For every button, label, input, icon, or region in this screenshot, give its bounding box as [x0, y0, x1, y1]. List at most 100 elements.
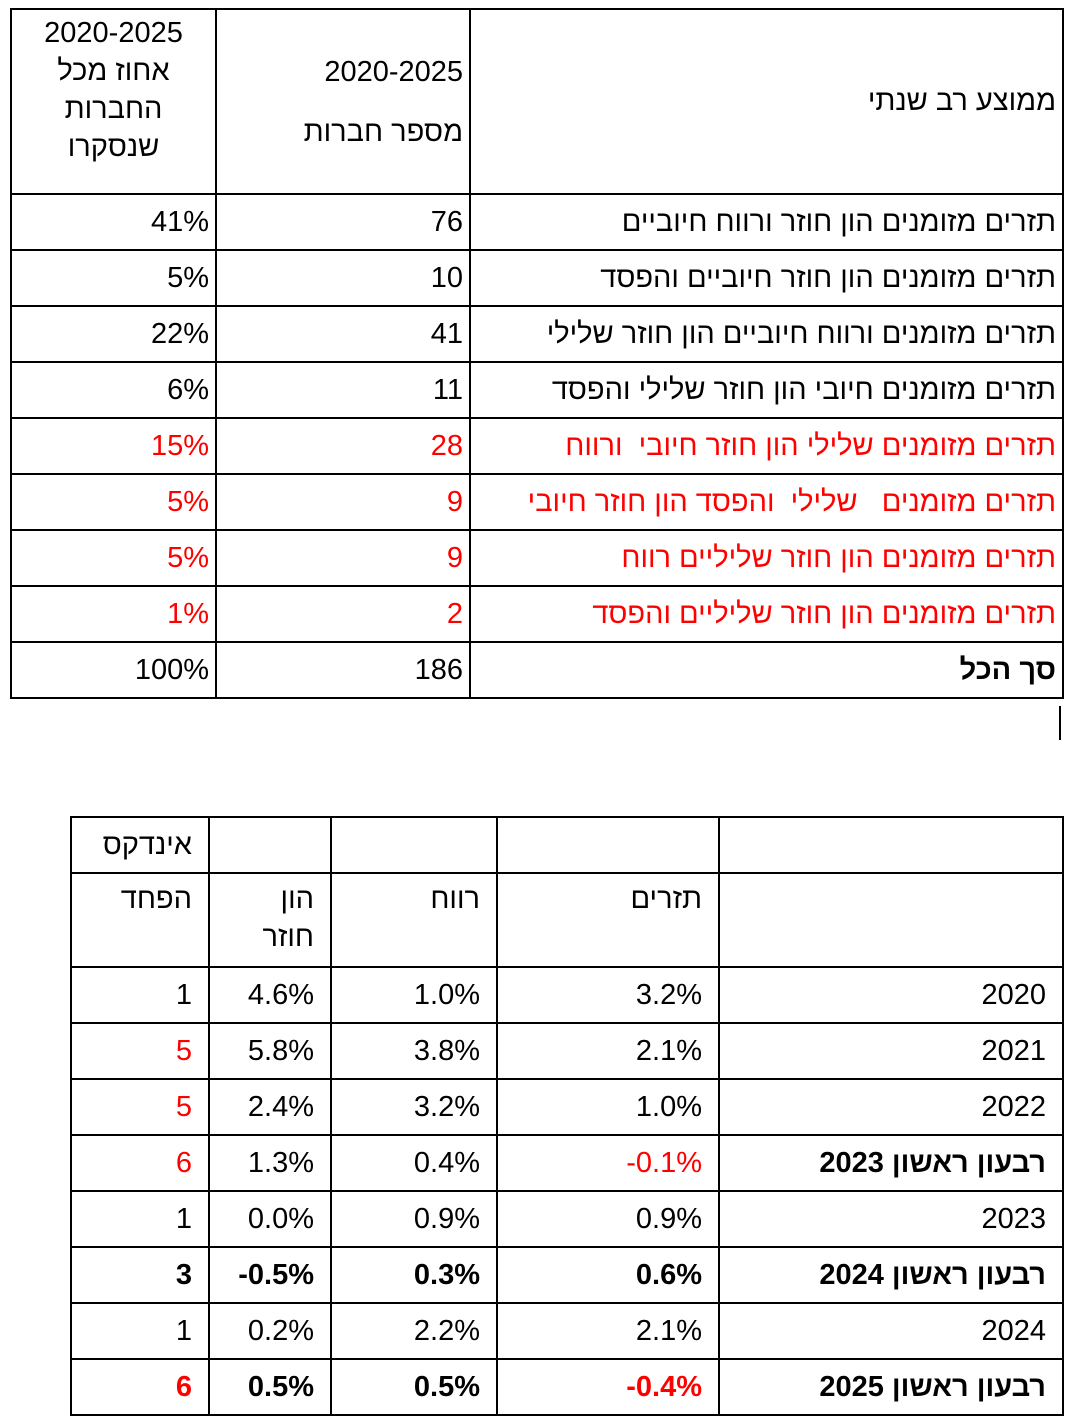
fear-cell: 6	[70, 1134, 210, 1192]
cashflow-cell: 1.0%	[496, 1078, 720, 1136]
fear-cell: 6	[70, 1358, 210, 1416]
period-cell: רבעון ראשון 2025	[718, 1358, 1064, 1416]
total-label: סך הכל	[469, 641, 1064, 699]
table-row: 5% 10 תזרים מזומנים הון חוזר חיוביים והפ…	[10, 249, 1064, 307]
table-row: 1% 2 תזרים מזומנים הון חוזר שליליים והפס…	[10, 585, 1064, 643]
empty-header-cell	[208, 816, 332, 874]
wc-cell: 0.5%	[208, 1358, 332, 1416]
table-row: 5 2.4% 3.2% 1.0% 2022	[70, 1078, 1064, 1136]
fear-header: הפחד	[70, 872, 210, 968]
profit-cell: 3.8%	[330, 1022, 498, 1080]
cashflow-cell: 2.1%	[496, 1022, 720, 1080]
table-row: 6% 11 תזרים מזומנים חיובי הון חוזר שלילי…	[10, 361, 1064, 419]
pct-cell: 6%	[10, 361, 217, 419]
pct-period: 2020-2025	[44, 17, 183, 49]
empty-header-cell	[718, 816, 1064, 874]
wc-cell: 0.0%	[208, 1190, 332, 1248]
profit-cell: 1.0%	[330, 966, 498, 1024]
table-row: 1 0.2% 2.2% 2.1% 2024	[70, 1302, 1064, 1360]
period-cell: 2020	[718, 966, 1064, 1024]
pct-header-cell: 2020-2025 אחוז מכל החברות שנסקרו	[10, 8, 217, 195]
wc-cell: 0.2%	[208, 1302, 332, 1360]
table-row: 5% 9 תזרים מזומנים הון חוזר שליליים רווח	[10, 529, 1064, 587]
period-cell: 2024	[718, 1302, 1064, 1360]
period-cell: 2021	[718, 1022, 1064, 1080]
category-label: תזרים מזומנים שלילי הון חוזר חיובי ורווח	[469, 417, 1064, 475]
empty-header-cell	[496, 816, 720, 874]
period-cell: 2023	[718, 1190, 1064, 1248]
period-cell: רבעון ראשון 2024	[718, 1246, 1064, 1304]
wc-cell: 1.3%	[208, 1134, 332, 1192]
fear-cell: 5	[70, 1078, 210, 1136]
period-cell: 2022	[718, 1078, 1064, 1136]
cashflow-categories-table: 2020-2025 אחוז מכל החברות שנסקרו 2020-20…	[10, 8, 1064, 699]
total-pct: 100%	[10, 641, 217, 699]
profit-cell: 3.2%	[330, 1078, 498, 1136]
pct-label-line3: שנסקרו	[67, 131, 160, 163]
fear-cell: 3	[70, 1246, 210, 1304]
table-row: 22% 41 תזרים מזומנים ורווח חיוביים הון ח…	[10, 305, 1064, 363]
category-label: תזרים מזומנים הון חוזר שליליים רווח	[469, 529, 1064, 587]
wc-cell: 5.8%	[208, 1022, 332, 1080]
count-label: מספר חברות	[303, 115, 463, 148]
count-cell: 9	[215, 473, 471, 531]
count-period: 2020-2025	[324, 55, 463, 88]
cashflow-cell: 0.9%	[496, 1190, 720, 1248]
profit-cell: 0.5%	[330, 1358, 498, 1416]
pct-cell: 15%	[10, 417, 217, 475]
pct-label-line2: החברות	[64, 93, 163, 125]
table-row: 5% 9 תזרים מזומנים שלילי והפסד הון חוזר …	[10, 473, 1064, 531]
pct-cell: 41%	[10, 193, 217, 251]
fear-cell: 1	[70, 966, 210, 1024]
profit-cell: 2.2%	[330, 1302, 498, 1360]
fear-cell: 1	[70, 1190, 210, 1248]
table2-header-row: הפחד הון חוזר רווח תזרים	[70, 872, 1064, 968]
category-header-cell: ממוצע רב שנתי	[469, 8, 1064, 195]
count-cell: 9	[215, 529, 471, 587]
index-label: אינדקס	[70, 816, 210, 874]
pct-cell: 5%	[10, 249, 217, 307]
table-row: 1 4.6% 1.0% 3.2% 2020	[70, 966, 1064, 1024]
period-cell: רבעון ראשון 2023	[718, 1134, 1064, 1192]
count-cell: 10	[215, 249, 471, 307]
category-label: תזרים מזומנים חיובי הון חוזר שלילי והפסד	[469, 361, 1064, 419]
table-row: 1 0.0% 0.9% 0.9% 2023	[70, 1190, 1064, 1248]
pct-cell: 1%	[10, 585, 217, 643]
table-row: 6 1.3% 0.4% -0.1% רבעון ראשון 2023	[70, 1134, 1064, 1192]
period-header	[718, 872, 1064, 968]
pct-cell: 5%	[10, 473, 217, 531]
pct-label-line1: אחוז מכל	[57, 55, 170, 87]
count-cell: 2	[215, 585, 471, 643]
category-label: תזרים מזומנים הון חוזר חיוביים והפסד	[469, 249, 1064, 307]
profit-cell: 0.4%	[330, 1134, 498, 1192]
fear-index-table: אינדקס הפחד הון חוזר רווח תזרים 1 4.6% 1…	[70, 816, 1064, 1416]
fear-cell: 1	[70, 1302, 210, 1360]
wc-label-line2: חוזר	[262, 921, 315, 953]
cashflow-label: תזרים	[630, 883, 702, 915]
table-row: 5 5.8% 3.8% 2.1% 2021	[70, 1022, 1064, 1080]
count-cell: 28	[215, 417, 471, 475]
wc-cell: 4.6%	[208, 966, 332, 1024]
category-label: תזרים מזומנים ורווח חיוביים הון חוזר שלי…	[469, 305, 1064, 363]
category-label: תזרים מזומנים שלילי והפסד הון חוזר חיובי	[469, 473, 1064, 531]
wc-label-line1: הון	[280, 883, 314, 915]
fear-label: הפחד	[120, 883, 192, 915]
fear-cell: 5	[70, 1022, 210, 1080]
table-row: 6 0.5% 0.5% -0.4% רבעון ראשון 2025	[70, 1358, 1064, 1416]
table-row: 15% 28 תזרים מזומנים שלילי הון חוזר חיוב…	[10, 417, 1064, 475]
total-count: 186	[215, 641, 471, 699]
cashflow-cell: -0.4%	[496, 1358, 720, 1416]
category-label: תזרים מזומנים הון חוזר ורווח חיוביים	[469, 193, 1064, 251]
pct-cell: 5%	[10, 529, 217, 587]
wc-cell: 2.4%	[208, 1078, 332, 1136]
profit-header: רווח	[330, 872, 498, 968]
wc-cell: -0.5%	[208, 1246, 332, 1304]
category-label: תזרים מזומנים הון חוזר שליליים והפסד	[469, 585, 1064, 643]
count-header-cell: 2020-2025 מספר חברות	[215, 8, 471, 195]
text-cursor	[1059, 706, 1061, 740]
cashflow-cell: 3.2%	[496, 966, 720, 1024]
pct-cell: 22%	[10, 305, 217, 363]
cashflow-cell: 0.6%	[496, 1246, 720, 1304]
cashflow-header: תזרים	[496, 872, 720, 968]
table1-header-row: 2020-2025 אחוז מכל החברות שנסקרו 2020-20…	[10, 8, 1064, 195]
